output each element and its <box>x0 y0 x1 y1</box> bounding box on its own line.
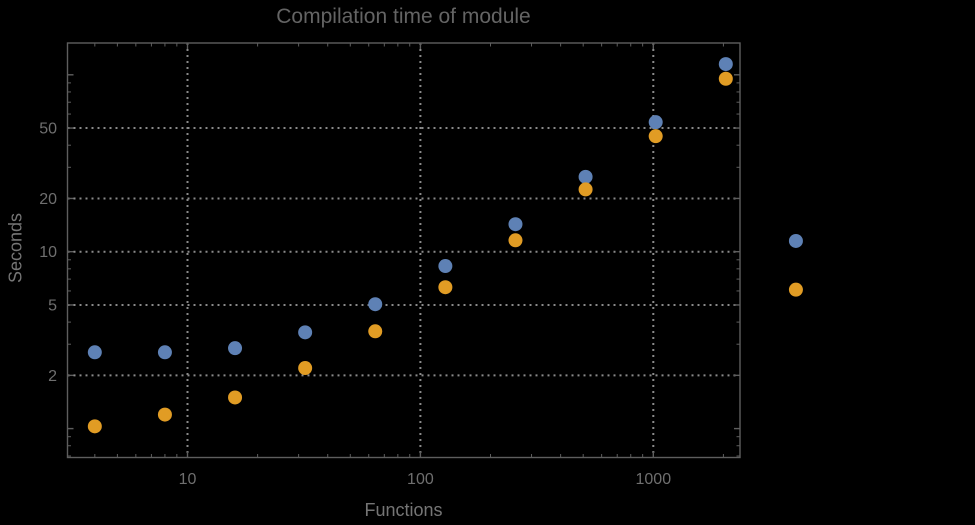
data-point-series_orange <box>87 419 102 434</box>
x-axis-label: Functions <box>364 500 443 520</box>
outside-frame-point-series_blue <box>788 233 803 248</box>
data-point-series_blue <box>157 345 172 360</box>
data-point-series_orange <box>718 71 733 86</box>
data-point-series_blue <box>578 169 593 184</box>
x-tick-label: 1000 <box>636 471 672 488</box>
data-point-series_blue <box>718 57 733 72</box>
y-tick-label: 20 <box>39 191 57 208</box>
data-point-series_orange <box>157 407 172 422</box>
data-point-series_orange <box>508 233 523 248</box>
data-point-series_blue <box>298 325 313 340</box>
data-point-series_blue <box>648 115 663 130</box>
data-point-series_orange <box>368 324 383 339</box>
data-point-series_orange <box>648 129 663 144</box>
y-tick-label: 50 <box>39 121 57 138</box>
plot-frame <box>66 42 741 459</box>
x-tick-label: 10 <box>179 471 197 488</box>
data-point-series_orange <box>298 361 313 376</box>
y-tick-label: 10 <box>39 244 57 261</box>
data-point-series_orange <box>578 182 593 197</box>
data-point-series_blue <box>368 297 383 312</box>
chart-title: Compilation time of module <box>276 5 531 28</box>
data-point-series_blue <box>87 345 102 360</box>
data-point-series_orange <box>228 390 243 405</box>
y-tick-label: 2 <box>48 368 57 385</box>
outside-frame-point-series_orange <box>788 282 803 297</box>
data-point-series_orange <box>438 280 453 295</box>
x-tick-label: 100 <box>407 471 434 488</box>
data-point-series_blue <box>508 217 523 232</box>
data-point-series_blue <box>228 341 243 356</box>
data-point-series_blue <box>438 259 453 274</box>
y-tick-label: 5 <box>48 297 57 314</box>
